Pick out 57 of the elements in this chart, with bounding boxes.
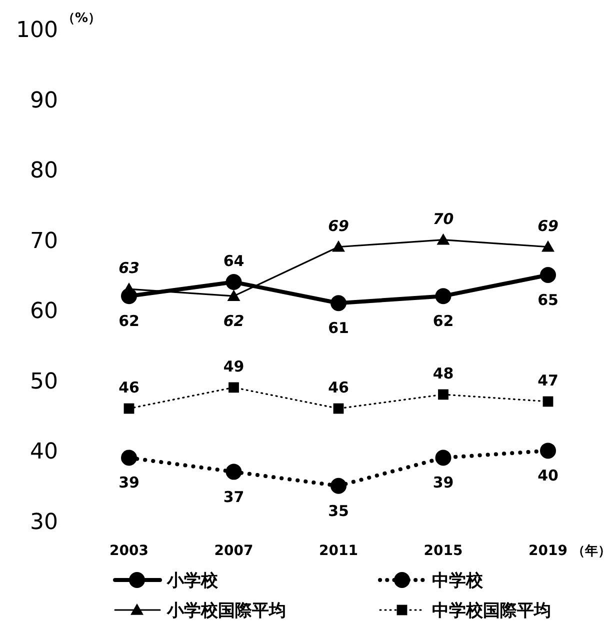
data-label: 69 xyxy=(328,216,349,235)
point xyxy=(121,450,137,466)
point xyxy=(228,382,239,393)
y-tick-label: 90 xyxy=(30,88,58,114)
point xyxy=(435,450,452,466)
data-label: 35 xyxy=(328,502,349,520)
x-axis-title: （年） xyxy=(572,544,611,559)
data-label: 64 xyxy=(223,252,244,270)
y-tick-label: 30 xyxy=(30,510,58,535)
y-tick-label: 80 xyxy=(30,158,58,184)
data-label: 69 xyxy=(538,216,558,235)
point xyxy=(227,290,240,301)
y-tick-label: 60 xyxy=(30,299,58,324)
data-label: 70 xyxy=(432,210,454,228)
x-tick-label: 2011 xyxy=(319,543,358,559)
data-label: 47 xyxy=(538,372,558,390)
x-tick-label: 2003 xyxy=(110,543,148,559)
data-label: 62 xyxy=(118,312,140,330)
point xyxy=(330,478,346,494)
point xyxy=(540,267,556,283)
data-label: 65 xyxy=(538,291,558,309)
point xyxy=(542,396,554,407)
data-label: 39 xyxy=(432,474,454,492)
point xyxy=(226,274,242,290)
data-label: 62 xyxy=(223,312,244,330)
y-tick-label: 70 xyxy=(30,228,58,254)
point xyxy=(333,403,344,414)
y-tick-label: 50 xyxy=(30,369,58,394)
legend-label: 小学校 xyxy=(166,571,219,591)
data-label: 40 xyxy=(538,466,558,485)
data-label: 63 xyxy=(118,259,140,278)
data-label: 61 xyxy=(328,319,349,338)
data-label: 46 xyxy=(328,378,349,397)
data-label: 48 xyxy=(432,364,454,382)
data-label: 37 xyxy=(223,488,244,506)
data-label: 62 xyxy=(432,312,454,330)
point xyxy=(540,442,556,459)
point xyxy=(124,403,134,414)
legend-label: 小学校国際平均 xyxy=(166,601,286,621)
point xyxy=(330,295,346,312)
legend-label: 中学校 xyxy=(432,571,484,591)
y-tick-label: 40 xyxy=(30,440,58,465)
point xyxy=(438,389,448,400)
data-label: 39 xyxy=(118,474,140,492)
x-tick-label: 2019 xyxy=(528,543,568,559)
y-axis-title: （%） xyxy=(62,11,102,26)
point xyxy=(226,464,242,480)
point xyxy=(542,240,554,252)
legend-label: 中学校国際平均 xyxy=(432,601,551,621)
data-label: 46 xyxy=(118,378,140,397)
data-label: 49 xyxy=(223,357,244,376)
x-tick-label: 2015 xyxy=(424,543,463,559)
x-tick-label: 2007 xyxy=(214,543,254,559)
y-tick-label: 100 xyxy=(16,18,58,43)
point xyxy=(435,288,452,304)
point xyxy=(332,240,345,252)
point xyxy=(436,233,450,245)
